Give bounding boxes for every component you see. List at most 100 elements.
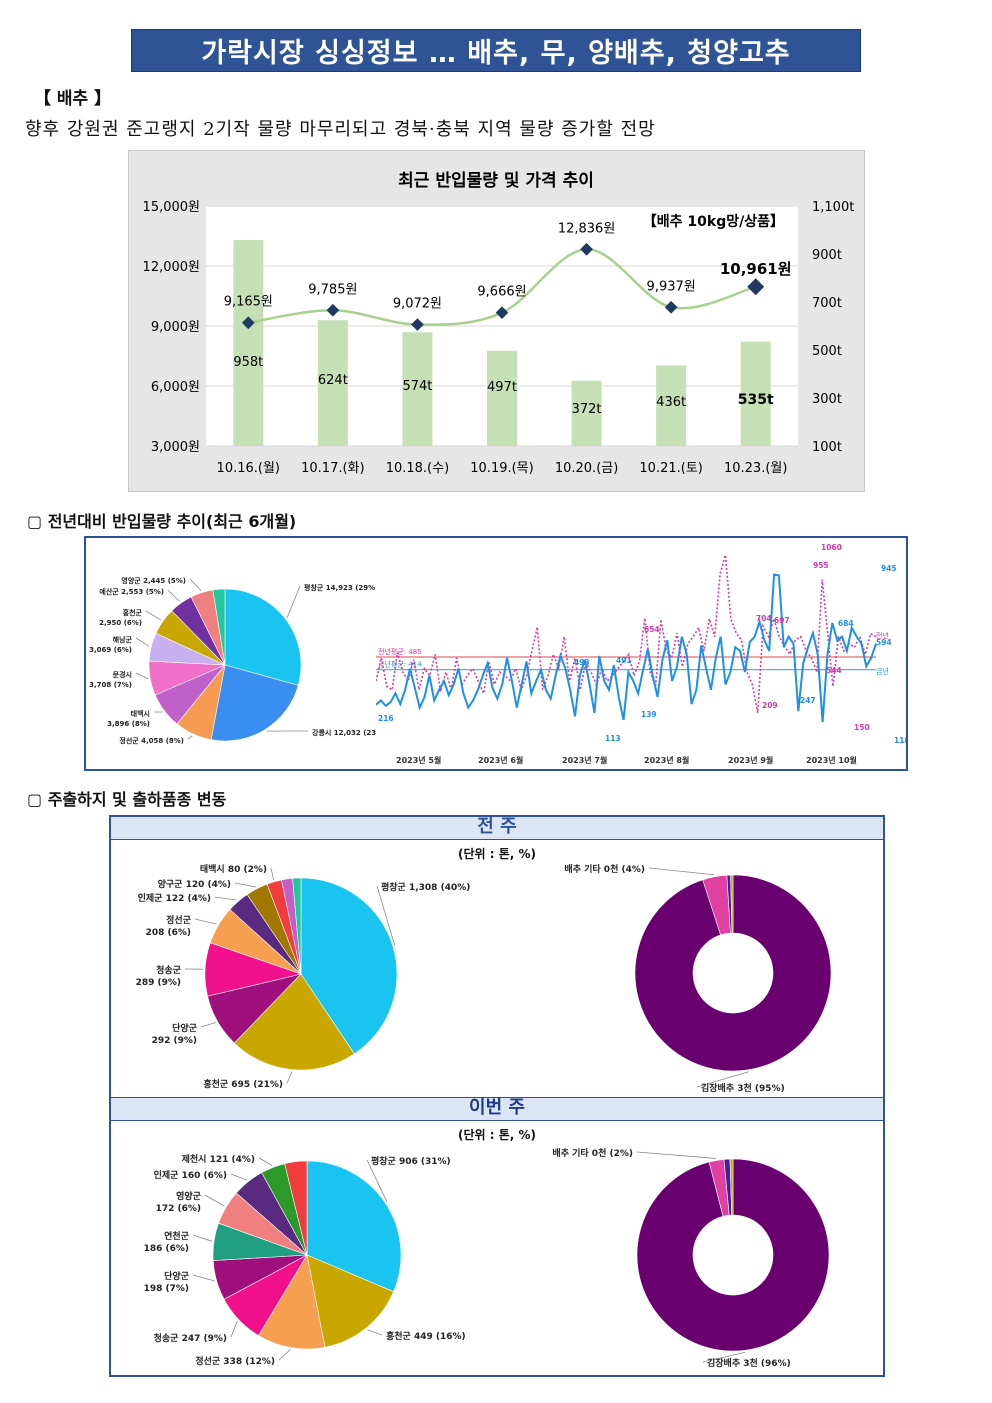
pie-label: 청송군 [156,964,182,976]
leader-line [230,1320,238,1338]
leader-line [366,1159,388,1203]
pie-label: 단양군 [172,1022,198,1034]
point-label: 945 [881,564,897,573]
pie-label: 청송군 247 (9%) [154,1332,227,1344]
last-week-header: 전 주 [111,817,883,840]
pie-slice [634,874,832,1072]
price-label: 12,836원 [558,221,615,236]
pie-label: 208 (6%) [146,928,191,938]
leader-line [135,637,150,647]
point-label: 544 [826,666,842,675]
point-label: 491 [616,656,632,665]
bar [740,341,771,446]
ytick-left: 15,000원 [143,200,200,215]
pie-slice [636,1158,830,1352]
xtick: 2023년 9월 [728,755,773,765]
pie-label: 3,708 (7%) [89,681,132,689]
pie-slice [224,588,302,686]
pie-label: 홍천군 695 (21%) [203,1078,283,1090]
leader-line [648,867,715,876]
xtick: 10.17.(화) [301,461,364,476]
pie-slice [212,588,226,666]
pie-slice [729,1158,734,1216]
pie-slice [258,1254,326,1350]
donut2-svg: 김장배추 3천 (96%) 배추 기타 0천 (2%) [552,1147,830,1369]
bar-label: 436t [656,395,686,410]
pie-label: 인제군 122 (4%) [138,892,211,904]
point-label: 684 [838,619,854,628]
leader-line [200,1022,216,1028]
xtick: 10.20.(금) [555,461,618,476]
avg-label: 금년평균: 414 [378,660,422,669]
pie-label: 연천군 [164,1231,190,1242]
bar [317,320,348,446]
ytick-left: 6,000원 [151,380,200,395]
subtitle: 향후 강원권 준고랭지 2기작 물량 마무리되고 경북·충북 지역 물량 증가할… [25,119,656,140]
xtick: 10.21.(토) [639,461,702,476]
pie-label: 문경시 [113,670,132,679]
point-label: 704 [756,614,772,623]
pie-label: 289 (9%) [136,978,181,988]
pie-label: 배추 기타 0천 (4%) [564,863,645,875]
leader-line [702,1351,746,1363]
pie-slice [284,1160,308,1256]
bar-label: 535t [738,392,774,408]
last-week-title: 전 주 [477,816,517,837]
leader-line [187,735,193,740]
section-label: 【 배추 】 [34,89,112,109]
last-week-unit: (단위 : 톤, %) [457,847,536,861]
leader-line [230,1173,248,1181]
donut1-svg: 김장배추 3천 (95%) 배추 기타 0천 (4%) [564,863,832,1094]
price-label: 9,937원 [647,279,696,294]
unit-note: 【배추 10kg망/상품】 [643,213,784,230]
bar [487,350,517,446]
lastyear-line [376,554,877,714]
pie-label: 정선군 [166,914,192,926]
point-label: 216 [378,714,394,723]
bar-label: 958t [233,355,263,370]
xtick: 2023년 10월 [806,755,857,765]
price-label: 9,666원 [477,285,526,300]
ytick-left: 3,000원 [151,440,200,455]
leader-line [258,1157,273,1166]
pie-slice [730,874,734,934]
leader-line [167,589,180,602]
price-label: 9,165원 [224,295,273,310]
point-label: 139 [641,710,657,719]
heading-6month: ▢ 전년대비 반입물량 추이(최근 6개월) [27,512,297,531]
avg-label: 전년평균: 485 [378,647,422,656]
xtick: 2023년 7월 [562,755,607,765]
bar-label: 372t [572,402,602,417]
chart1-panel: 최근 반입물량 및 가격 추이 【배추 10kg망/상품】 3,000원 6,000원… [128,150,865,492]
thisyear-line [376,573,877,723]
pie-label: 홍천군 449 (16%) [386,1330,466,1342]
leader-line [204,1194,225,1207]
xtick: 2023년 6월 [478,755,523,765]
price-marker [326,303,340,317]
bar [571,380,602,446]
pie-slice [292,877,302,975]
leader-line [286,1071,293,1084]
point-label: 654 [644,625,660,634]
pie-slice [306,1160,402,1293]
pie-label: 태백시 [131,709,150,718]
ytick-right: 100t [812,440,842,455]
point-label: 118 [894,736,906,745]
price-marker [747,278,765,296]
pie-label: 태백시 80 (2%) [200,863,267,875]
leader-line [194,918,217,925]
point-label: 594 [876,638,892,647]
price-marker [495,306,509,320]
xtick: 10.18.(수) [386,461,449,476]
pie-label: 홍천군 [123,608,143,617]
pie-label: 배추 기타 0천 (2%) [552,1147,633,1159]
pie3-svg: 평창군 906 (31%) 홍천군 449 (16%) 정선군 338 (12%) 청… [144,1153,466,1367]
pie-label: 186 (6%) [144,1244,189,1254]
pie-label: 평창군 906 (31%) [371,1155,451,1167]
point-label: 493 [574,658,590,667]
price-label: 10,961원 [720,260,792,278]
leader-line [192,1234,213,1242]
xtick: 10.19.(목) [470,461,533,476]
legend-lastyear: 전년 [876,631,889,640]
chart1-svg: 최근 반입물량 및 가격 추이 【배추 10kg망/상품】 3,000원 6,000원… [143,171,855,476]
